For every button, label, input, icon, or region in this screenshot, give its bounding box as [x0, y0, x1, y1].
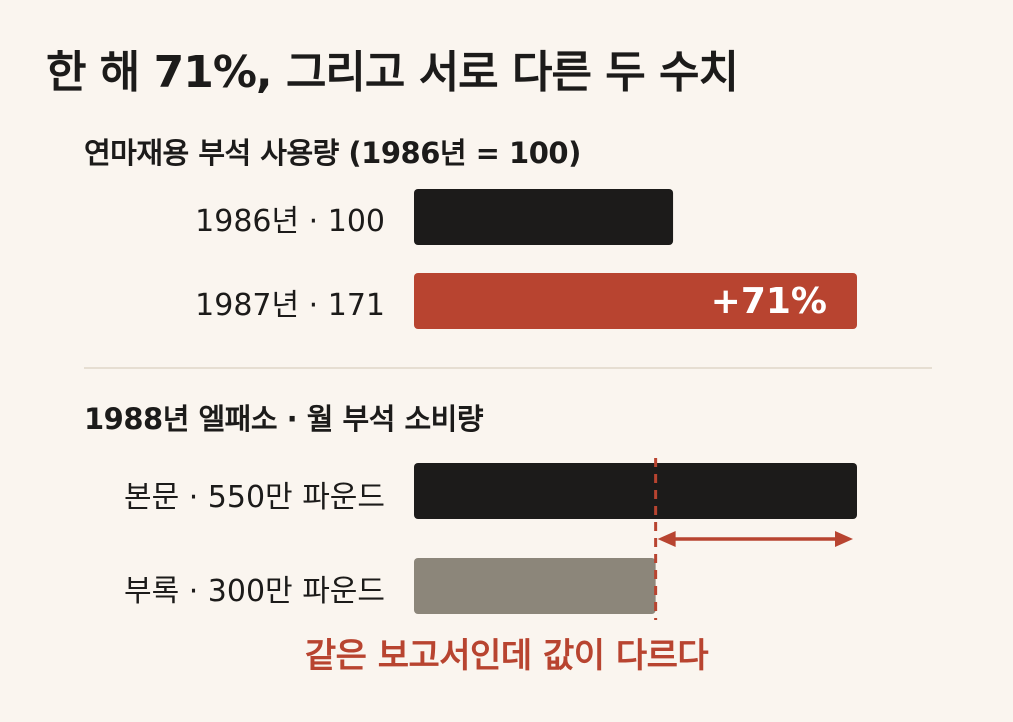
discrepancy-annotation: 같은 보고서인데 값이 다르다: [304, 636, 709, 676]
tick-label-main-text: 본문 · 550만 파운드: [123, 480, 385, 515]
bar-본문: [414, 463, 857, 519]
section-title-usage-index: 연마재용 부석 사용량 (1986년 = 100): [84, 136, 581, 170]
section-title-monthly-consumption: 1988년 엘패소 · 월 부석 소비량: [84, 402, 484, 436]
bar-1987년: [414, 273, 857, 329]
tick-label-1987: 1987년 · 171: [195, 288, 385, 323]
bar-1986년: [414, 189, 674, 245]
tick-label-1986: 1986년 · 100: [195, 204, 385, 239]
gap-arrow-left-head: [657, 531, 676, 547]
section-divider: [84, 367, 932, 369]
growth-label: +71%: [711, 281, 827, 322]
chart-title: 한 해 71%, 그리고 서로 다른 두 수치: [46, 47, 739, 98]
tick-label-appendix: 부록 · 300만 파운드: [123, 574, 385, 609]
bar-부록: [414, 558, 656, 614]
gap-arrow-right-head: [835, 531, 853, 547]
